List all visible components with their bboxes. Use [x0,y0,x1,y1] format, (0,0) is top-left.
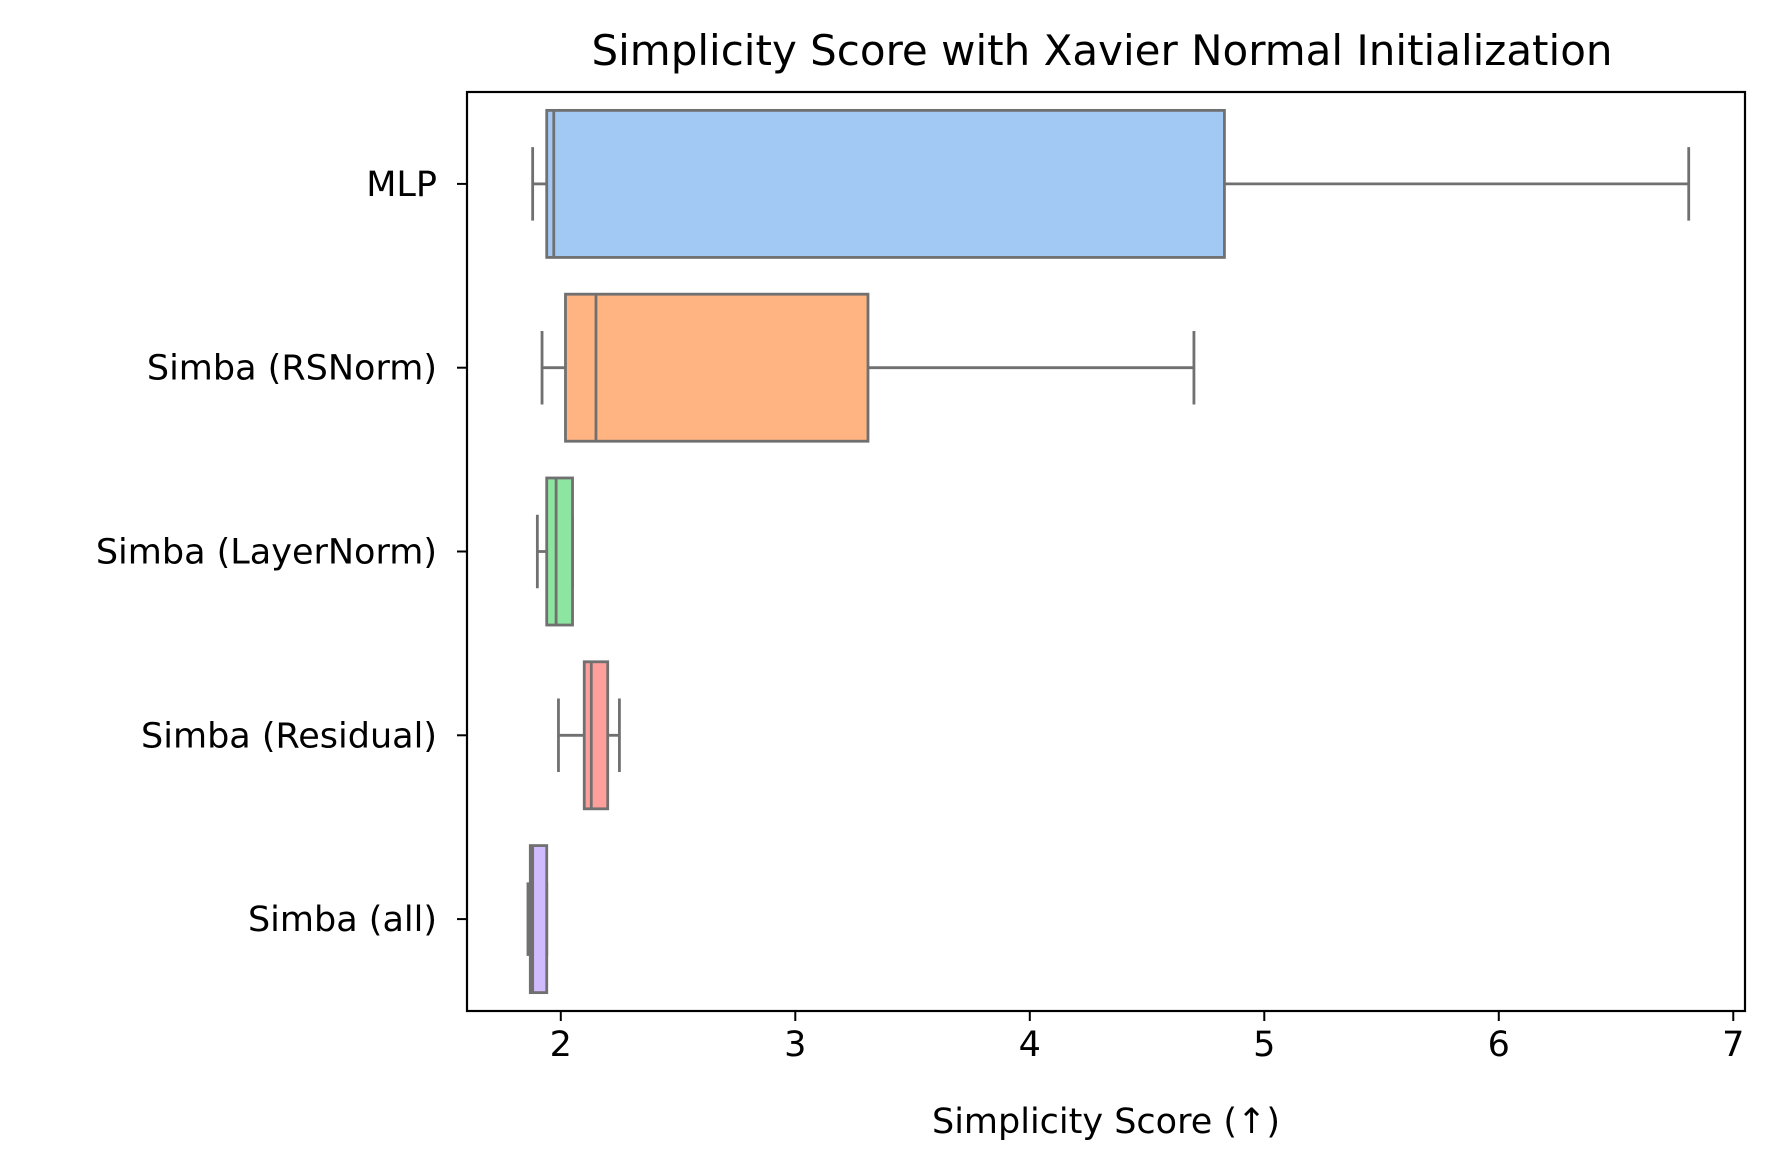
box-group [535,476,574,627]
marks-layer [526,108,1691,995]
x-tick-label: 2 [550,1025,572,1065]
box-iqr [582,660,610,811]
y-tick-label: Simba (all) [248,900,437,940]
y-tick-label: Simba (Residual) [141,716,437,756]
y-tick-label: MLP [366,165,437,205]
box-iqr [528,844,549,995]
chart-title: Simplicity Score with Xavier Normal Init… [591,26,1612,75]
y-tick-label: Simba (RSNorm) [147,349,437,389]
y-axis: MLP Simba (RSNorm) Simba (LayerNorm) Simba … [96,165,467,940]
x-tick-label: 7 [1722,1025,1744,1065]
x-tick-label: 3 [784,1025,806,1065]
box-iqr [545,108,1226,259]
box-group [557,660,621,811]
box-iqr [545,476,574,627]
x-axis-label: Simplicity Score (↑) [932,1102,1280,1142]
x-tick-label: 4 [1019,1025,1041,1065]
box-iqr [564,292,870,443]
x-tick-label: 5 [1253,1025,1275,1065]
x-tick-label: 6 [1488,1025,1510,1065]
box-group [540,292,1196,443]
x-axis: 2 3 4 5 6 7 [550,1011,1744,1065]
box-group [526,844,549,995]
box-group [531,108,1691,259]
y-tick-label: Simba (LayerNorm) [96,533,437,573]
